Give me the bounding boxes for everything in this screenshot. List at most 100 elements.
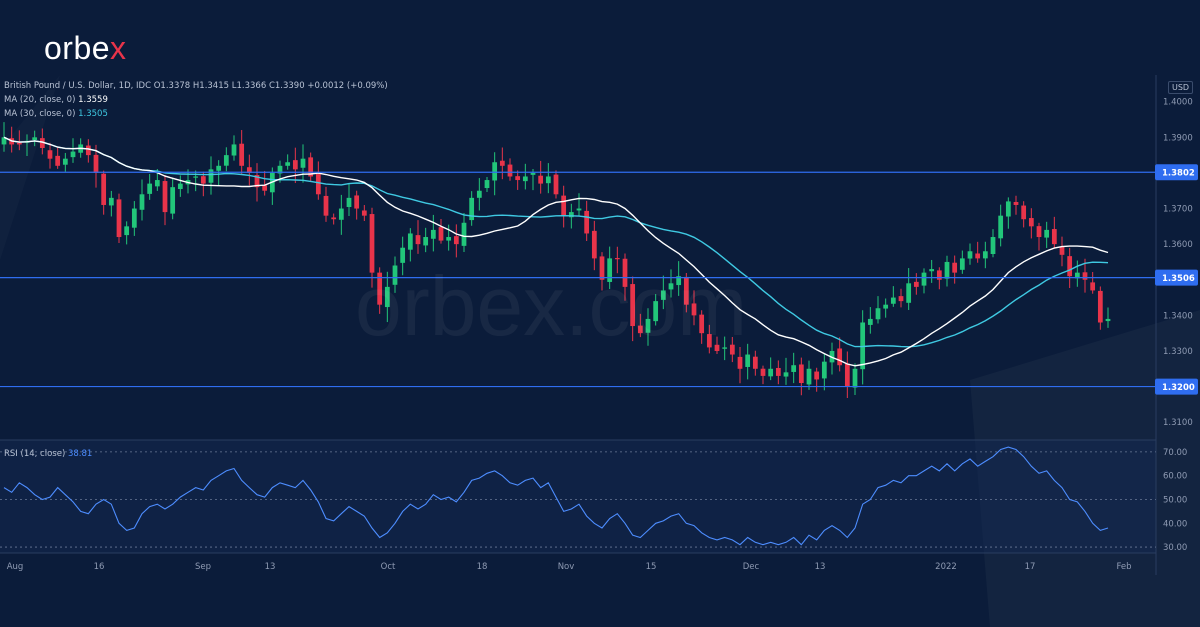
horizontal-levels[interactable]: 1.3802 1.3506 1.3200 xyxy=(0,164,1198,395)
ma30-legend[interactable]: MA (30, close, 0) 1.3505 xyxy=(4,109,108,119)
time-tick-label: Nov xyxy=(558,562,575,572)
candle-bear xyxy=(714,344,720,351)
low-value: 1.3366 xyxy=(236,81,267,91)
candle-bull xyxy=(430,229,436,239)
candle-bear xyxy=(162,181,168,213)
chart-axes: 1.4000 1.3900 1.3700 1.3600 1.3400 1.3300 1.31… xyxy=(7,98,1193,572)
level-price-label: 1.3802 xyxy=(1162,169,1195,179)
candle-bull xyxy=(653,301,659,322)
open-value: 1.3378 xyxy=(160,81,191,91)
candle-bear xyxy=(246,167,252,173)
candle-bull xyxy=(285,162,291,166)
candle-bear xyxy=(775,367,781,376)
candle-bear xyxy=(1067,256,1073,277)
candle-bull xyxy=(223,155,229,166)
candle-bull xyxy=(177,183,183,190)
candle-bear xyxy=(262,185,268,191)
candle-bull xyxy=(407,233,413,250)
candle-bear xyxy=(975,253,981,259)
candle-bull xyxy=(783,372,789,377)
ma20-value: 1.3559 xyxy=(78,95,108,105)
logo-main: orbe xyxy=(44,30,111,66)
candle-bull xyxy=(492,162,498,181)
candle-bull xyxy=(461,222,467,246)
symbol-name: British Pound / U.S. Dollar, 1D, IDC xyxy=(4,81,152,91)
candle-bull xyxy=(154,180,160,187)
price-tick-label: 1.3400 xyxy=(1163,311,1193,321)
candle-bear xyxy=(936,270,942,280)
candle-bull xyxy=(131,208,137,228)
time-tick-label: 18 xyxy=(477,562,488,572)
candle-bull xyxy=(645,318,651,333)
candle-bull xyxy=(1005,201,1011,217)
candle-bear xyxy=(913,281,919,287)
price-tick-label: 1.3300 xyxy=(1163,347,1193,357)
time-tick-label: Oct xyxy=(381,562,396,572)
candle-bull xyxy=(944,261,950,279)
level-price-label: 1.3200 xyxy=(1162,383,1195,393)
candle-bull xyxy=(108,197,114,206)
candle-bull xyxy=(384,286,390,308)
candle-bear xyxy=(116,199,122,238)
candle-bear xyxy=(1013,201,1019,205)
time-tick-label: Dec xyxy=(743,562,760,572)
rsi-legend[interactable]: RSI (14, close) 38.81 xyxy=(4,449,92,459)
candle-bull xyxy=(193,176,199,178)
ma30-line xyxy=(3,136,1109,348)
candle-bull xyxy=(1074,272,1080,279)
candle-bear xyxy=(561,195,567,216)
candle-bear xyxy=(515,176,521,181)
candle-bear xyxy=(844,363,850,387)
candle-bull xyxy=(921,272,927,286)
candle-bear xyxy=(683,276,689,305)
price-tick-label: 1.3900 xyxy=(1163,133,1193,143)
candle-bear xyxy=(1090,282,1096,291)
candle-bear xyxy=(798,364,804,384)
candle-bear xyxy=(200,176,206,184)
open-label: O xyxy=(153,81,161,91)
ma30-label: MA (30, close, 0) xyxy=(4,109,76,119)
price-tick-label: 1.3600 xyxy=(1163,240,1193,250)
moving-average-lines xyxy=(3,136,1109,367)
candle-bear xyxy=(737,356,743,369)
candle-bear xyxy=(377,272,383,305)
ma20-legend[interactable]: MA (20, close, 0) 1.3559 xyxy=(4,95,108,105)
rsi-panel-background xyxy=(0,440,1156,553)
candle-bull xyxy=(423,237,429,246)
candle-bull xyxy=(62,158,68,165)
low-label: L xyxy=(231,81,237,91)
candle-bull xyxy=(890,297,896,304)
candle-bull xyxy=(791,365,797,372)
candle-bear xyxy=(507,164,513,177)
rsi-tick-label: 60.00 xyxy=(1163,472,1187,482)
candle-bull xyxy=(139,194,145,210)
candle-bull xyxy=(821,361,827,379)
candle-bear xyxy=(729,344,735,355)
candle-bear xyxy=(1059,246,1065,255)
candle-bear xyxy=(837,348,843,366)
candle-bear xyxy=(308,157,314,177)
candle-bear xyxy=(752,356,758,369)
candle-bull xyxy=(446,237,452,241)
time-tick-label: 2022 xyxy=(935,562,957,572)
level-price-tag xyxy=(1155,378,1198,395)
candle-bear xyxy=(55,155,61,166)
candle-bull xyxy=(867,318,873,325)
high-value: 1.3415 xyxy=(199,81,230,91)
candle-bull xyxy=(568,212,574,218)
candle-bull xyxy=(469,197,475,221)
time-tick-label: Aug xyxy=(7,562,24,572)
currency-button[interactable]: USD xyxy=(1168,81,1194,94)
candle-bull xyxy=(806,368,812,385)
logo-accent: x xyxy=(110,30,127,66)
candle-bear xyxy=(1051,229,1057,245)
candle-bull xyxy=(32,137,38,141)
candle-bear xyxy=(898,296,904,302)
candle-bear xyxy=(952,262,958,273)
candle-bear xyxy=(760,368,766,376)
candle-bull xyxy=(346,197,352,207)
rsi-value: 38.81 xyxy=(67,449,93,459)
candle-bear xyxy=(1082,272,1088,280)
